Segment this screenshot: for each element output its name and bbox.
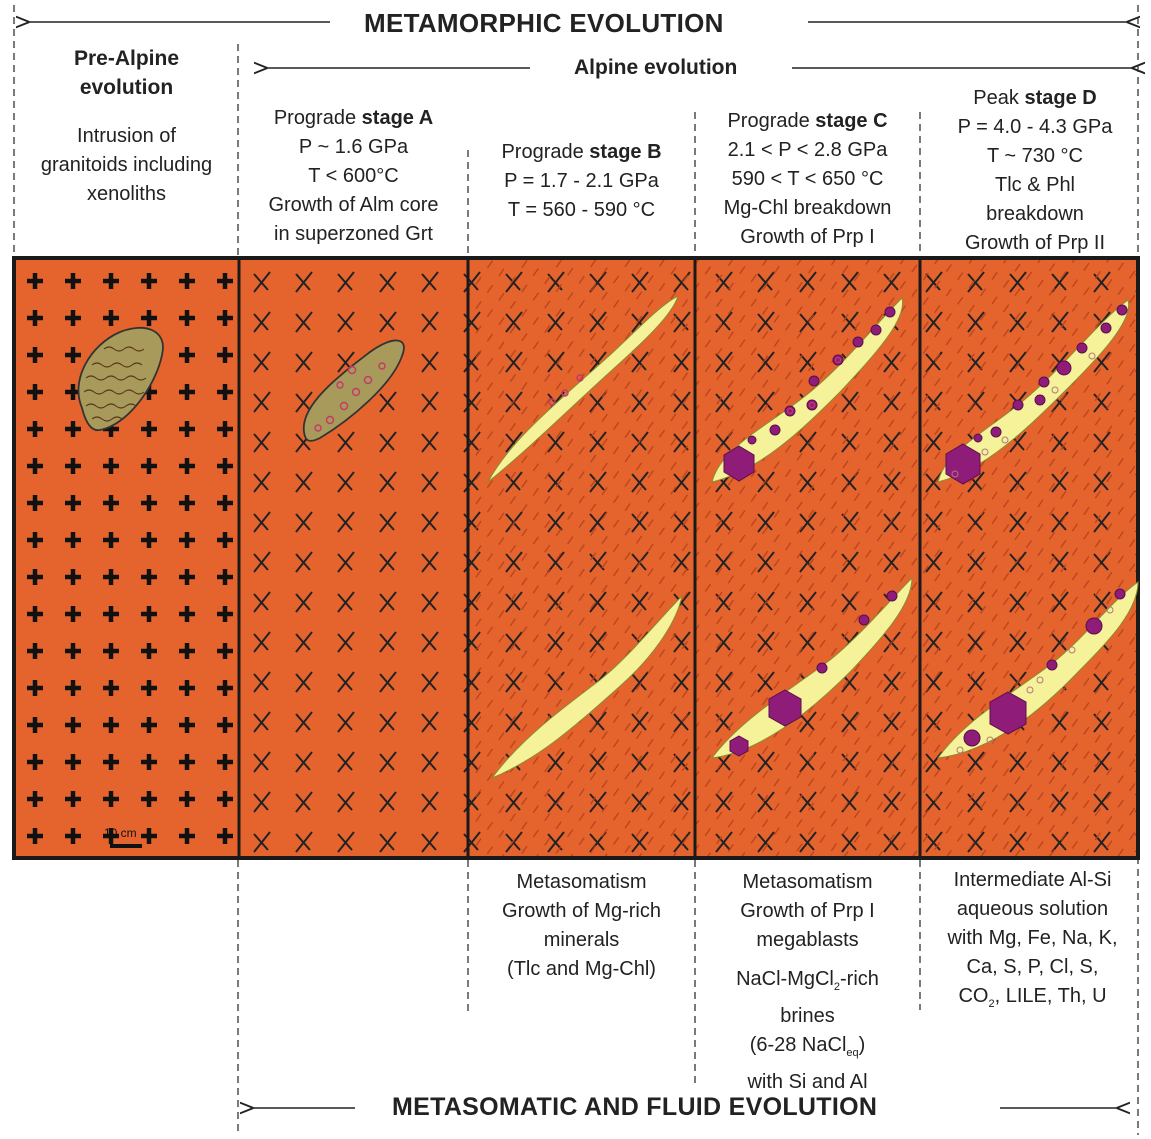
stage-c-bottom-line: Metasomatism — [742, 871, 873, 893]
stage-b-bottom-line: Metasomatism — [516, 871, 647, 893]
stage-b-title: Prograde stage B — [501, 141, 662, 163]
stage-c-garnets — [723, 306, 898, 757]
stage-b-line: T = 560 - 590 °C — [507, 199, 656, 221]
pre-alpine-title-2: evolution — [79, 76, 174, 99]
stage-c-line: 590 < T < 650 °C — [731, 168, 884, 190]
stage-c-title: Prograde stage C — [727, 110, 888, 132]
stage-b-veins — [487, 295, 683, 780]
stage-d-title: Peak stage D — [973, 87, 1097, 109]
stage-d-line: P = 4.0 - 4.3 GPa — [957, 116, 1113, 138]
stage-b-line: P = 1.7 - 2.1 GPa — [504, 170, 659, 192]
stage-c-bottom-line: megablasts — [756, 929, 859, 951]
stage-d-bottom-line: Ca, S, P, Cl, S, — [966, 956, 1099, 978]
metamorphic-evolution-title: METAMORPHIC EVOLUTION — [364, 8, 724, 38]
stage-d-garnets — [945, 304, 1128, 747]
metasomatic-evolution-title: METASOMATIC AND FLUID EVOLUTION — [392, 1093, 878, 1121]
stage-c-line: 2.1 < P < 2.8 GPa — [727, 139, 888, 161]
stage-b-bottom-line: Growth of Mg-rich — [502, 900, 661, 922]
stage-c-bottom-line: Growth of Prp I — [740, 900, 875, 922]
stage-d-line: T ~ 730 °C — [986, 145, 1083, 167]
stage-d-block: Peak stage D P = 4.0 - 4.3 GPa T ~ 730 °… — [920, 84, 1150, 258]
stage-c-si-al: with Si and Al — [747, 1071, 868, 1093]
pre-alpine-line: granitoids including — [40, 154, 213, 176]
stage-d-bottom-line: Intermediate Al-Si — [953, 869, 1112, 891]
panel-stage-a — [239, 258, 468, 858]
stage-a-block: Prograde stage A P ~ 1.6 GPa T < 600°C G… — [239, 104, 468, 249]
stage-c-line: Mg-Chl breakdown — [723, 197, 892, 219]
pre-alpine-title-1: Pre-Alpine — [73, 47, 180, 70]
stage-d-bottom-line: with Mg, Fe, Na, K, — [947, 927, 1118, 949]
stage-d-co2-line: CO2, LILE, Th, U — [958, 985, 1107, 1010]
stage-b-block: Prograde stage B P = 1.7 - 2.1 GPa T = 5… — [468, 138, 695, 225]
stage-a-line: in superzoned Grt — [274, 223, 433, 245]
stage-c-eq-line: (6-28 NaCleq) — [749, 1034, 866, 1059]
stage-a-title: Prograde stage A — [273, 107, 434, 129]
pre-alpine-block: Pre-Alpine evolution Intrusion of granit… — [14, 44, 239, 209]
stage-c-brines-2: brines — [780, 1005, 835, 1027]
stage-d-line: Tlc & Phl — [994, 174, 1076, 196]
pre-alpine-line: Intrusion of — [77, 125, 176, 147]
stage-d-line: breakdown — [986, 203, 1084, 225]
alpine-evolution-title: Alpine evolution — [574, 56, 738, 79]
stage-a-line: T < 600°C — [308, 165, 399, 187]
xenolith — [77, 327, 164, 432]
stage-a-line: P ~ 1.6 GPa — [298, 136, 409, 158]
stage-b-bottom: Metasomatism Growth of Mg-rich minerals … — [468, 868, 695, 984]
stage-c-block: Prograde stage C 2.1 < P < 2.8 GPa 590 <… — [695, 107, 920, 252]
stage-c-line: Growth of Prp I — [740, 226, 875, 248]
stage-b-bottom-line: (Tlc and Mg-Chl) — [507, 958, 656, 980]
stage-c-brines-line: NaCl-MgCl2-rich — [736, 968, 879, 993]
stage-a-xenolith — [303, 339, 405, 442]
stage-d-bottom-line: aqueous solution — [956, 898, 1109, 920]
pre-alpine-line: xenoliths — [87, 183, 166, 205]
scale-label: 10 cm — [104, 826, 137, 840]
stage-b-bottom-line: minerals — [543, 929, 620, 951]
stage-c-bottom: Metasomatism Growth of Prp I megablasts … — [695, 868, 920, 1097]
stage-d-line: Growth of Prp II — [964, 232, 1106, 254]
stage-d-bottom: Intermediate Al-Si aqueous solution with… — [920, 866, 1145, 1019]
stage-a-line: Growth of Alm core — [268, 194, 439, 216]
